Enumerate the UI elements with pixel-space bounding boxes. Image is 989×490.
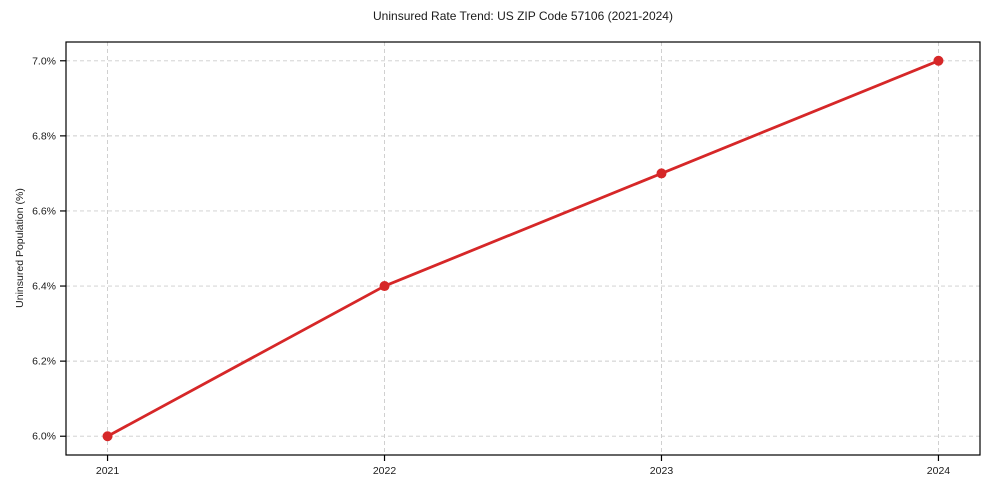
- x-tick-label: 2023: [650, 465, 674, 477]
- trend-line: [106, 59, 940, 438]
- y-tick-label: 6.4%: [32, 281, 56, 293]
- y-tick-label: 6.0%: [32, 431, 56, 443]
- chart-title: Uninsured Rate Trend: US ZIP Code 57106 …: [373, 9, 673, 23]
- y-tick-label: 7.0%: [32, 55, 56, 67]
- x-tick-label: 2021: [96, 465, 120, 477]
- y-tick-label: 6.2%: [32, 356, 56, 368]
- data-point: [933, 55, 944, 66]
- y-tick-label: 6.8%: [32, 130, 56, 142]
- data-point: [102, 431, 113, 442]
- x-tick-label: 2024: [927, 465, 951, 477]
- x-tick-label: 2022: [373, 465, 397, 477]
- y-tick-label: 6.6%: [32, 205, 56, 217]
- data-point: [379, 281, 390, 292]
- data-point: [656, 168, 667, 179]
- plot-frame: [65, 41, 981, 456]
